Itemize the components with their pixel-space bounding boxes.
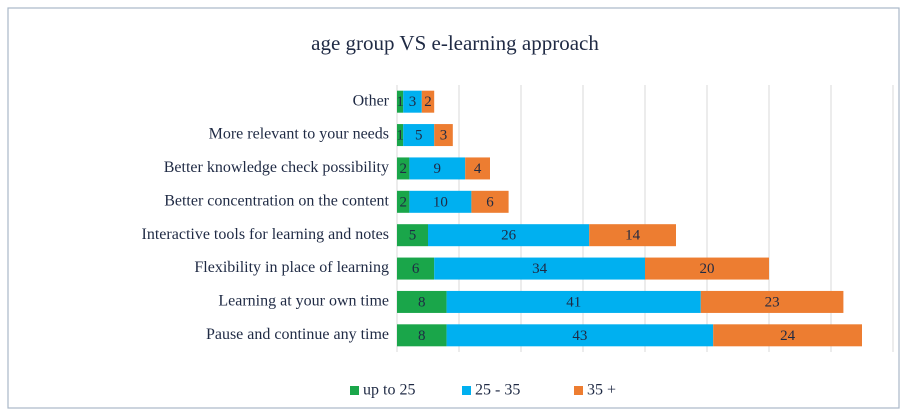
bar-segment — [700, 290, 844, 313]
bar-segment — [446, 324, 714, 347]
data-label: 5 — [415, 128, 423, 144]
y-tick-label: Better concentration on the content — [164, 192, 389, 209]
data-label: 9 — [434, 161, 442, 177]
y-tick-label: Learning at your own time — [218, 293, 389, 310]
data-label: 5 — [409, 228, 417, 244]
bar-segment — [409, 157, 466, 180]
data-label: 8 — [418, 294, 426, 310]
data-label: 23 — [765, 294, 780, 310]
bar-segment — [589, 224, 676, 247]
legend-label: 35 + — [587, 382, 616, 399]
bar-segment — [645, 257, 769, 280]
data-label: 10 — [433, 194, 448, 210]
bar-segment — [397, 157, 410, 180]
data-label: 2 — [399, 194, 407, 210]
data-label: 6 — [412, 261, 420, 277]
bar-segment — [397, 324, 447, 347]
bar-segment — [434, 124, 453, 147]
bar-segment — [428, 224, 590, 247]
data-label: 3 — [409, 94, 417, 110]
data-label: 20 — [700, 261, 715, 277]
bar-segment — [446, 290, 701, 313]
bar-segment — [397, 290, 447, 313]
bar-segment — [465, 157, 490, 180]
data-label: 14 — [625, 228, 641, 244]
y-tick-label: More relevant to your needs — [209, 126, 389, 143]
data-label: 1 — [396, 128, 404, 144]
legend-label: 25 - 35 — [475, 382, 520, 399]
legend-swatch — [462, 386, 471, 395]
legend-swatch — [350, 386, 359, 395]
bar-segment — [403, 90, 422, 113]
data-label: 1 — [396, 94, 404, 110]
data-label: 8 — [418, 328, 426, 344]
bar-segment — [421, 90, 435, 113]
data-label: 24 — [780, 328, 796, 344]
y-tick-label: Pause and continue any time — [206, 326, 389, 343]
bar-segment — [434, 257, 645, 280]
y-tick-label: Other — [353, 92, 390, 109]
data-label: 43 — [572, 328, 587, 344]
bar-segment — [397, 224, 428, 247]
y-tick-label: Better knowledge check possibility — [164, 159, 389, 176]
y-tick-label: Interactive tools for learning and notes — [142, 226, 389, 243]
bar-segment — [471, 190, 509, 213]
data-label: 41 — [566, 294, 581, 310]
data-label: 4 — [474, 161, 482, 177]
data-label: 2 — [424, 94, 432, 110]
data-label: 3 — [440, 128, 448, 144]
bar-segment — [713, 324, 862, 347]
legend-swatch — [574, 386, 583, 395]
bar-segment — [397, 257, 435, 280]
data-label: 6 — [486, 194, 494, 210]
bar-segment — [397, 90, 404, 113]
data-label: 34 — [532, 261, 548, 277]
bar-segment — [397, 124, 404, 147]
bar-segment — [397, 190, 410, 213]
chart-title: age group VS e-learning approach — [311, 31, 599, 55]
data-label: 2 — [399, 161, 407, 177]
legend-label: up to 25 — [363, 382, 415, 399]
y-tick-label: Flexibility in place of learning — [194, 259, 389, 276]
data-label: 26 — [501, 228, 517, 244]
bar-segment — [403, 124, 435, 147]
bar-segment — [409, 190, 472, 213]
